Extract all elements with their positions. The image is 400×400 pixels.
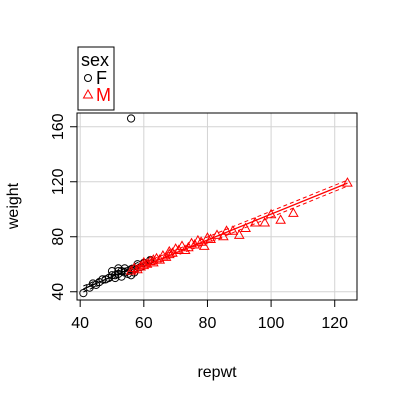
x-tick-label: 80 <box>199 315 217 332</box>
y-tick-label: 40 <box>50 283 67 301</box>
point-M <box>163 248 175 259</box>
y-axis: 40 80 120 160 <box>50 113 77 301</box>
point-F <box>79 289 88 298</box>
legend: sex FM <box>77 46 115 111</box>
point-M <box>265 208 277 219</box>
point-M <box>176 240 188 250</box>
point-M <box>198 240 210 250</box>
x-axis: 40 60 80 100 120 <box>71 300 348 332</box>
x-tick-label: 40 <box>71 315 89 332</box>
point-M <box>233 229 245 239</box>
point-M <box>125 265 137 275</box>
point-M <box>227 225 239 235</box>
legend-label-F: F <box>96 68 107 88</box>
point-M <box>342 177 353 187</box>
point-M <box>221 225 232 235</box>
point-M <box>275 214 286 224</box>
point-M <box>240 222 251 232</box>
y-tick-label: 120 <box>50 168 67 195</box>
legend-marker-F <box>84 74 92 82</box>
point-M <box>249 216 261 227</box>
legend-label-M: M <box>96 85 111 105</box>
legend-marker-M <box>82 88 94 99</box>
plot-frame <box>76 112 358 301</box>
data-points <box>79 114 353 298</box>
point-M <box>179 244 191 254</box>
point-M <box>148 254 159 264</box>
point-F <box>126 114 136 123</box>
y-tick-label: 80 <box>50 228 67 246</box>
point-F <box>98 275 107 284</box>
point-M <box>211 229 223 239</box>
x-axis-title: repwt <box>197 364 237 381</box>
point-M <box>288 207 299 217</box>
y-axis-title: weight <box>5 182 22 230</box>
point-M <box>259 216 271 227</box>
y-tick-label: 160 <box>50 113 67 140</box>
legend-title: sex <box>81 50 109 70</box>
x-tick-label: 120 <box>321 315 348 332</box>
point-M <box>218 230 229 241</box>
x-tick-label: 100 <box>258 315 285 332</box>
x-tick-label: 60 <box>135 315 153 332</box>
legend-box <box>77 46 115 111</box>
